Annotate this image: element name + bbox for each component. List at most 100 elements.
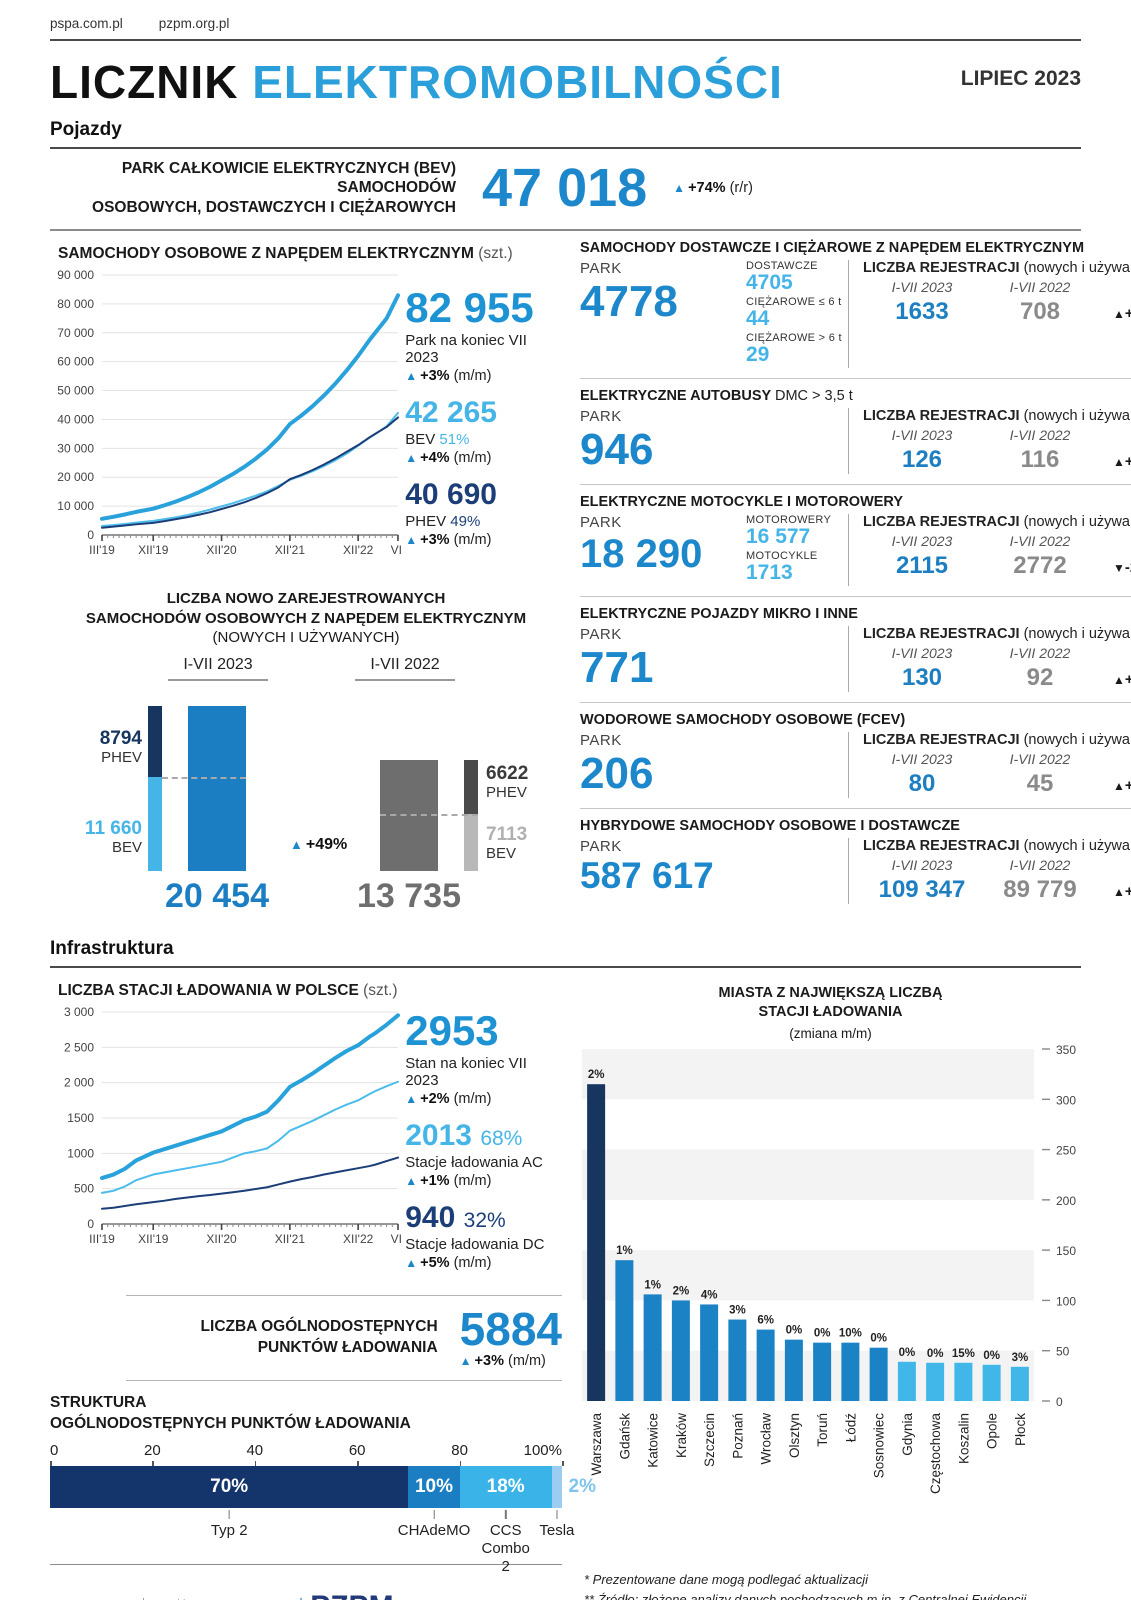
reg-2022-bev-thin xyxy=(464,813,478,871)
svg-text:XII'22: XII'22 xyxy=(343,543,374,557)
registrations-change: ▲+41% xyxy=(1113,671,1131,689)
svg-text:Łódź: Łódź xyxy=(843,1413,858,1443)
cities-chart-title: MIASTA Z NAJWIĘKSZĄ LICZBĄ STACJI ŁADOWA… xyxy=(718,984,943,1041)
svg-text:350: 350 xyxy=(1056,1043,1076,1057)
registrations-2022: I-VII 2022 89 779 xyxy=(1003,857,1077,904)
reg-2023-phev-label: 8794 PHEV xyxy=(99,727,142,766)
structure-connector: Tesla xyxy=(539,1508,574,1540)
svg-text:VII: VII xyxy=(391,543,402,557)
svg-text:1%: 1% xyxy=(644,1279,661,1291)
pzpm-text: PZPM Polski Związek Przemysłu Motoryzacy… xyxy=(310,1591,475,1600)
panel-title: HYBRYDOWE SAMOCHODY OSOBOWE I DOSTAWCZE xyxy=(580,818,960,835)
registrations-header: LICZBA REJESTRACJI (nowych i używanych) xyxy=(863,732,1131,749)
svg-text:0%: 0% xyxy=(899,1347,916,1359)
title-black: LICZNIK xyxy=(50,56,239,108)
svg-text:0%: 0% xyxy=(786,1325,803,1337)
registrations-header: LICZBA REJESTRACJI (nowych i używanych) xyxy=(863,838,1131,855)
registrations-header: LICZBA REJESTRACJI (nowych i używanych) xyxy=(863,408,1131,425)
panel-title: WODOROWE SAMOCHODY OSOBOWE (FCEV) xyxy=(580,712,906,729)
vehicles-left-column: SAMOCHODY OSOBOWE Z NAPĘDEM ELEKTRYCZNYM… xyxy=(50,231,562,924)
reg-2022-phev-thin xyxy=(464,759,478,814)
svg-text:0: 0 xyxy=(1056,1395,1063,1409)
reg-2023-phev-thin xyxy=(148,705,162,777)
charging-points-label: LICZBA OGÓLNODOSTĘPNYCH PUNKTÓW ŁADOWANIA xyxy=(200,1318,438,1356)
svg-text:3%: 3% xyxy=(729,1305,746,1317)
svg-text:60 000: 60 000 xyxy=(57,355,94,369)
section-vehicles: Pojazdy xyxy=(50,119,1081,149)
city-bar-Wrocław xyxy=(756,1329,775,1401)
svg-text:Płock: Płock xyxy=(1013,1413,1028,1446)
panel-park: PARK 771 xyxy=(580,626,848,692)
header-links: pspa.com.pl pzpm.org.pl xyxy=(50,16,1081,41)
reg-2022-phev-label: 6622 PHEV xyxy=(486,762,529,801)
pzpm-logo: PZPM Polski Związek Przemysłu Motoryzacy… xyxy=(240,1591,475,1600)
reg-2023-bev-label: 11 660 BEV xyxy=(84,817,142,856)
svg-text:90 000: 90 000 xyxy=(57,268,94,282)
page-title: LICZNIK ELEKTROMOBILNOŚCI xyxy=(50,59,783,105)
park-value: 18 290 xyxy=(580,532,703,577)
pspa-wordmark: pspa xyxy=(50,1593,133,1600)
city-bar-Płock xyxy=(1010,1366,1029,1401)
stations-stat-total: 2953 Stan na koniec VII 2023 ▲ +2% (m/m) xyxy=(405,1006,527,1107)
kpi-change: ▲ +74% (r/r) xyxy=(673,180,753,197)
svg-text:III'19: III'19 xyxy=(89,1232,115,1246)
panel-park: PARK 587 617 xyxy=(580,838,848,904)
park-label: PARK xyxy=(580,514,622,532)
svg-text:50: 50 xyxy=(1056,1345,1070,1359)
panel-park: PARK 946 xyxy=(580,408,848,474)
svg-text:Olsztyn: Olsztyn xyxy=(787,1413,802,1458)
reg-2023-divider xyxy=(162,776,246,779)
park-types: DOSTAWCZE 4705 CIĘŻAROWE ≤ 6 t 44 CIĘŻAROWE … xyxy=(746,260,842,368)
up-triangle-icon: ▲ xyxy=(673,181,686,196)
city-bar-Sosnowiec xyxy=(869,1347,888,1401)
cars-line-chart: 90 000 80 000 70 000 60 000 50 000 40 000 30 0… xyxy=(57,268,402,557)
svg-text:50 000: 50 000 xyxy=(57,384,94,398)
svg-text:300: 300 xyxy=(1056,1093,1076,1107)
svg-text:15%: 15% xyxy=(952,1348,975,1360)
pspa-link[interactable]: pspa.com.pl xyxy=(50,16,123,31)
svg-text:2 500: 2 500 xyxy=(64,1040,94,1054)
panel-registrations: LICZBA REJESTRACJI (nowych i używanych) I… xyxy=(848,838,1131,905)
park-label: PARK xyxy=(580,626,622,644)
svg-text:2%: 2% xyxy=(673,1285,690,1297)
city-bar-Opole xyxy=(982,1364,1001,1401)
registrations-2023: I-VII 2023 126 xyxy=(891,427,953,474)
pzpm-divider xyxy=(300,1597,303,1600)
structure-segment-ccs: 18% xyxy=(459,1466,552,1509)
svg-text:XII'22: XII'22 xyxy=(343,1232,374,1246)
svg-text:Gdańsk: Gdańsk xyxy=(617,1413,632,1460)
svg-text:30 000: 30 000 xyxy=(57,441,94,455)
svg-text:XII'21: XII'21 xyxy=(275,543,306,557)
registrations-2023: I-VII 2023 1633 xyxy=(891,279,953,326)
park-type: CIĘŻAROWE ≤ 6 t 44 xyxy=(746,296,842,331)
city-bar-Częstochowa xyxy=(926,1362,945,1401)
reg-2023-total: 20 454 xyxy=(165,876,269,915)
registrations-header: LICZBA REJESTRACJI (nowych i używanych) xyxy=(863,260,1131,277)
kpi-row: PARK CAŁKOWICIE ELEKTRYCZNYCH (BEV) SAMO… xyxy=(50,149,1081,232)
structure-segment-typ-2: 70% xyxy=(50,1466,409,1509)
svg-text:20 000: 20 000 xyxy=(57,470,94,484)
reg-year-2023: I-VII 2023 xyxy=(168,656,268,681)
panel-park: PARK 206 xyxy=(580,732,848,798)
panel-title: ELEKTRYCZNE MOTOCYKLE I MOTOROWERY xyxy=(580,494,904,511)
svg-text:100: 100 xyxy=(1056,1294,1076,1308)
park-value: 587 617 xyxy=(580,855,714,897)
pzpm-link[interactable]: pzpm.org.pl xyxy=(158,16,230,31)
svg-text:80 000: 80 000 xyxy=(57,297,94,311)
panel-2: ELEKTRYCZNE AUTOBUSY DMC > 3,5 t PARK 946 L… xyxy=(580,378,1131,484)
registrations-2022: I-VII 2022 116 xyxy=(1009,427,1071,474)
city-bar-Poznań xyxy=(728,1319,747,1401)
park-label: PARK xyxy=(580,732,622,750)
structure-connectors: Typ 2 CHAdeMO CCS Combo 2 Tesla xyxy=(50,1508,574,1575)
svg-text:1%: 1% xyxy=(616,1245,633,1257)
svg-text:Toruń: Toruń xyxy=(815,1413,830,1447)
city-bar-Toruń xyxy=(813,1342,832,1401)
kpi-label-line2: OSOBOWYCH, DOSTAWCZYCH I CIĘŻAROWYCH xyxy=(92,198,456,216)
charging-points-value-block: 5884 ▲ +3% (m/m) xyxy=(459,1302,562,1369)
cities-bar-chart: 0 50 100 150 200 250 300 350 2% Warszawa 1% Gdańsk 1… xyxy=(582,1043,1076,1494)
svg-text:250: 250 xyxy=(1056,1144,1076,1158)
registrations-2022: I-VII 2022 45 xyxy=(1009,751,1071,798)
registrations-chart: I-VII 2023 I-VII 2022 8794 PHEV 11 660 BEV 20 … xyxy=(50,656,562,924)
infra-right-column: MIASTA Z NAJWIĘKSZĄ LICZBĄ STACJI ŁADOWA… xyxy=(580,968,1081,1520)
